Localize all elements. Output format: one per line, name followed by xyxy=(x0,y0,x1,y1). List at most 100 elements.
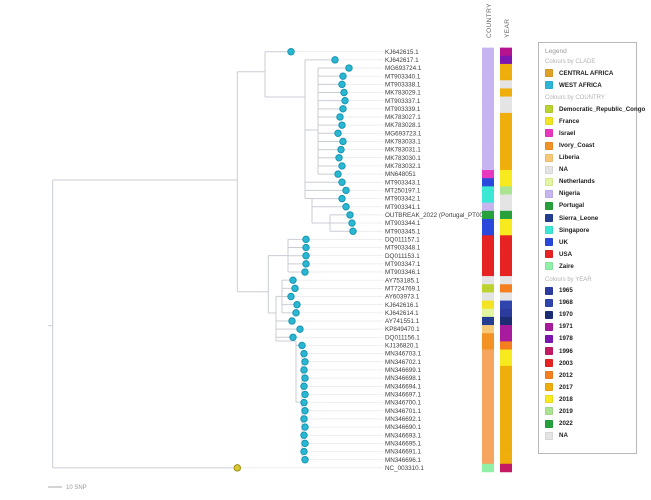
leaf-label[interactable]: KJ642617.1 xyxy=(385,57,419,64)
leaf-node[interactable] xyxy=(287,48,295,56)
legend-item-na[interactable]: NA xyxy=(545,430,630,442)
leaf-label[interactable]: MK783033.1 xyxy=(385,139,421,146)
leaf-label[interactable]: MN346703.1 xyxy=(385,351,422,358)
leaf-node[interactable] xyxy=(338,121,346,129)
legend-item-zaire[interactable]: Zaire xyxy=(545,260,630,272)
leaf-node[interactable] xyxy=(338,178,346,186)
leaf-label[interactable]: MN346690.1 xyxy=(385,424,422,431)
leaf-node[interactable] xyxy=(339,137,347,146)
leaf-label[interactable]: MT724769.1 xyxy=(385,285,421,292)
leaf-label[interactable]: MK783028.1 xyxy=(385,122,421,129)
leaf-label[interactable]: MN648051 xyxy=(385,171,416,178)
leaf-label[interactable]: MN346694.1 xyxy=(385,383,422,390)
leaf-node[interactable] xyxy=(291,284,299,293)
leaf-label[interactable]: MT903340.1 xyxy=(385,73,421,80)
leaf-label[interactable]: MN346691.1 xyxy=(385,449,422,456)
leaf-node[interactable] xyxy=(300,398,308,407)
leaf-label[interactable]: MN346702.1 xyxy=(385,359,422,366)
leaf-label[interactable]: KJ136820.1 xyxy=(385,343,419,350)
legend-item-2018[interactable]: 2018 xyxy=(545,393,630,405)
leaf-label[interactable]: MN346696.1 xyxy=(385,457,422,464)
leaf-label[interactable]: KP849470.1 xyxy=(385,326,420,333)
leaf-label[interactable]: MT903342.1 xyxy=(385,196,421,203)
leaf-label[interactable]: MG693724.1 xyxy=(385,65,422,72)
leaf-label[interactable]: DQ011157.1 xyxy=(385,236,420,243)
leaf-node[interactable] xyxy=(346,211,354,219)
leaf-node[interactable] xyxy=(335,154,343,162)
leaf-node[interactable] xyxy=(301,456,309,464)
leaf-node[interactable] xyxy=(340,88,348,97)
legend-item-2022[interactable]: 2022 xyxy=(545,418,630,430)
leaf-node[interactable] xyxy=(345,64,353,72)
leaf-label[interactable]: MN346699.1 xyxy=(385,367,422,374)
leaf-label[interactable]: DQ011156.1 xyxy=(385,334,420,341)
leaf-label[interactable]: MT903348.1 xyxy=(385,245,421,252)
leaf-node[interactable] xyxy=(301,407,309,415)
legend-item-portugal[interactable]: Portugal xyxy=(545,200,630,212)
leaf-node[interactable] xyxy=(348,219,356,227)
leaf-label[interactable]: MN346698.1 xyxy=(385,375,422,382)
leaf-label[interactable]: MT250197.1 xyxy=(385,188,421,195)
leaf-label[interactable]: MN346692.1 xyxy=(385,416,422,423)
legend-item-2003[interactable]: 2003 xyxy=(545,357,630,369)
leaf-node[interactable] xyxy=(337,145,345,154)
leaf-label[interactable]: MK783031.1 xyxy=(385,147,421,154)
leaf-label[interactable]: MT903346.1 xyxy=(385,269,421,276)
legend-item-1970[interactable]: 1970 xyxy=(545,309,630,321)
leaf-node[interactable] xyxy=(336,113,344,121)
legend-item-1971[interactable]: 1971 xyxy=(545,321,630,333)
leaf-node[interactable] xyxy=(301,268,309,276)
leaf-node[interactable] xyxy=(301,390,309,399)
leaf-label[interactable]: MN346695.1 xyxy=(385,440,422,447)
legend-item-uk[interactable]: UK xyxy=(545,236,630,248)
leaf-label[interactable]: AY741551.1 xyxy=(385,318,420,325)
leaf-node[interactable] xyxy=(302,252,310,260)
leaf-node[interactable] xyxy=(292,309,300,317)
leaf-label[interactable]: MN346697.1 xyxy=(385,392,422,399)
legend-item-central-africa[interactable]: CENTRAL AFRICA xyxy=(545,67,630,79)
leaf-label[interactable]: OUTBREAK_2022 (Portugal_PT0001) xyxy=(385,212,492,219)
leaf-node[interactable] xyxy=(331,56,339,64)
leaf-label[interactable]: AY603973.1 xyxy=(385,294,420,301)
year-column-header[interactable]: YEAR xyxy=(504,19,511,38)
leaf-label[interactable]: MN346700.1 xyxy=(385,400,422,407)
leaf-node[interactable] xyxy=(298,341,306,350)
leaf-label[interactable]: MT903339.1 xyxy=(385,106,421,113)
leaf-node[interactable] xyxy=(300,415,308,423)
leaf-label[interactable]: MT903345.1 xyxy=(385,228,421,235)
leaf-node[interactable] xyxy=(338,162,346,170)
leaf-node[interactable] xyxy=(302,235,310,244)
leaf-node[interactable] xyxy=(300,447,308,456)
legend-item-1996[interactable]: 1996 xyxy=(545,345,630,357)
outgroup-leaf-node[interactable] xyxy=(233,464,242,472)
leaf-label[interactable]: MT903341.1 xyxy=(385,204,421,211)
legend-item-ivory-coast[interactable]: Ivory_Coast xyxy=(545,139,630,151)
leaf-label[interactable]: MG693723.1 xyxy=(385,130,422,137)
legend-item-sierra-leone[interactable]: Sierra_Leone xyxy=(545,212,630,224)
legend-item-1978[interactable]: 1978 xyxy=(545,333,630,345)
legend-item-democratic-republic-congo[interactable]: Democratic_Republic_Congo xyxy=(545,103,645,115)
leaf-node[interactable] xyxy=(302,260,310,268)
leaf-node[interactable] xyxy=(339,72,347,80)
leaf-label[interactable]: DQ011153.1 xyxy=(385,253,420,260)
legend-item-1968[interactable]: 1968 xyxy=(545,297,630,309)
leaf-node[interactable] xyxy=(300,349,308,358)
leaf-label[interactable]: MT903347.1 xyxy=(385,261,421,268)
legend-item-israel[interactable]: Israel xyxy=(545,127,630,139)
leaf-node[interactable] xyxy=(349,227,357,235)
leaf-node[interactable] xyxy=(334,170,342,178)
legend-item-2012[interactable]: 2012 xyxy=(545,369,630,381)
leaf-label[interactable]: MT903337.1 xyxy=(385,98,421,105)
leaf-label[interactable]: KJ642614.1 xyxy=(385,310,419,317)
leaf-node[interactable] xyxy=(301,358,309,366)
legend-item-usa[interactable]: USA xyxy=(545,248,630,260)
leaf-node[interactable] xyxy=(300,382,308,390)
leaf-node[interactable] xyxy=(342,186,350,195)
leaf-label[interactable]: KJ642615.1 xyxy=(385,49,419,56)
leaf-node[interactable] xyxy=(289,333,297,341)
leaf-node[interactable] xyxy=(301,374,309,382)
leaf-node[interactable] xyxy=(296,325,304,333)
legend-item-netherlands[interactable]: Netherlands xyxy=(545,176,630,188)
leaf-label[interactable]: MK783027.1 xyxy=(385,114,421,121)
leaf-node[interactable] xyxy=(288,317,296,325)
